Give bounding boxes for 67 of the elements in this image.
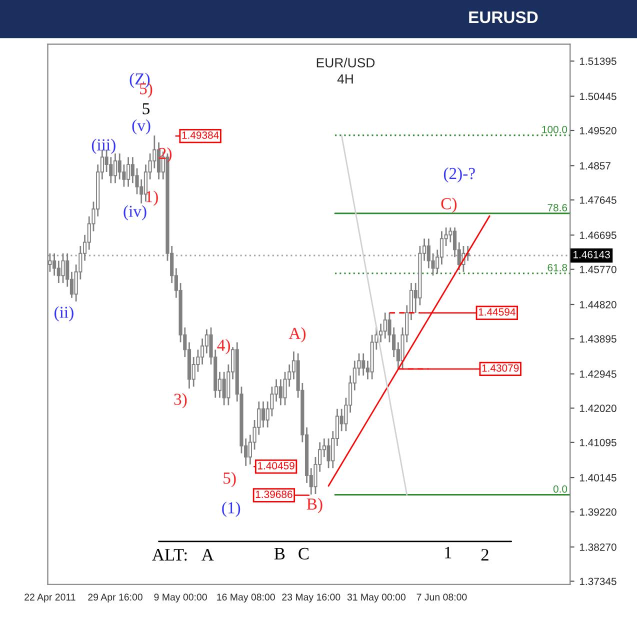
y-tick-label: 1.42020	[580, 404, 616, 412]
annotation: C	[298, 548, 309, 560]
candlestick	[378, 323, 383, 343]
candlestick	[118, 152, 122, 180]
y-tick-label: 1.49520	[580, 126, 616, 134]
candlestick	[144, 164, 148, 202]
annotation: (iv)	[124, 205, 146, 220]
y-tick-label: 1.38270	[580, 543, 616, 551]
annotation: 2	[481, 548, 488, 560]
annotation: (ii)	[54, 306, 74, 322]
annotation: 100.0	[542, 126, 568, 134]
annotation: 3)	[174, 393, 187, 408]
annotation: 5)	[224, 472, 236, 488]
candlestick	[326, 438, 330, 469]
annotation: 1.40459	[258, 462, 294, 470]
y-tick-label: 1.4857	[580, 162, 610, 170]
candlestick	[113, 152, 118, 184]
annotation: A	[202, 549, 214, 560]
candlestick	[409, 282, 414, 321]
annotation: 1.39686	[256, 490, 292, 498]
y-tick-label: 1.50445	[580, 92, 616, 100]
annotation: 78.6	[548, 204, 568, 212]
candlestick	[261, 400, 266, 428]
candlestick	[222, 371, 226, 406]
x-tick-label: 23 May 16:00	[282, 594, 340, 602]
annotation: B	[274, 548, 285, 560]
y-tick-label: 1.46695	[580, 232, 616, 239]
annotation: (1)	[222, 502, 240, 517]
y-tick-label: 1.42945	[580, 370, 616, 378]
annotation: 2)	[159, 147, 172, 163]
annotation: 4)	[217, 339, 230, 354]
annotation: 61.8	[548, 264, 568, 272]
text: EURUSD	[469, 11, 538, 24]
text: EUR/USD	[316, 58, 375, 68]
annotation: (v)	[132, 119, 150, 134]
annotation: A)	[288, 327, 306, 342]
ref-line-label: 1.46143	[574, 250, 610, 258]
y-tick-label: 1.41095	[580, 438, 616, 446]
y-tick-label: 1.45770	[580, 266, 616, 274]
y-tick-label: 1.43895	[580, 335, 616, 343]
annotation: B)	[306, 498, 322, 514]
annotation: 1)	[146, 190, 158, 206]
y-tick-label: 1.40145	[580, 474, 616, 482]
y-tick-label: 1.39220	[580, 508, 616, 516]
annotation: (2)-?	[444, 167, 475, 183]
y-tick-label: 1.37345	[580, 578, 616, 586]
x-tick-label: 31 May 00:00	[347, 594, 406, 602]
y-tick-label: 1.47645	[580, 196, 616, 204]
x-tick-label: 29 Apr 16:00	[88, 594, 142, 602]
annotation: 5	[142, 103, 150, 114]
candlestick	[156, 142, 161, 180]
annotation: C)	[441, 198, 457, 213]
annotation: 1	[445, 546, 452, 558]
x-tick-label: 16 May 08:00	[217, 594, 275, 602]
x-tick-label: 7 Jun 08:00	[416, 594, 467, 601]
annotation: (iii)	[92, 138, 116, 154]
x-tick-label: 9 May 00:00	[154, 594, 207, 602]
x-tick-label: 22 Apr 2011	[24, 594, 76, 602]
annotation: 1.49384	[182, 131, 219, 139]
annotation: 1.44594	[478, 308, 516, 316]
annotation: ALT:	[152, 549, 187, 561]
annotation: 1.43079	[482, 364, 519, 372]
annotation: 0.0	[553, 485, 568, 493]
candlestick	[61, 252, 65, 284]
y-tick-label: 1.44820	[580, 300, 616, 308]
text: 4H	[337, 74, 353, 84]
y-tick-label: 1.51395	[580, 58, 616, 65]
